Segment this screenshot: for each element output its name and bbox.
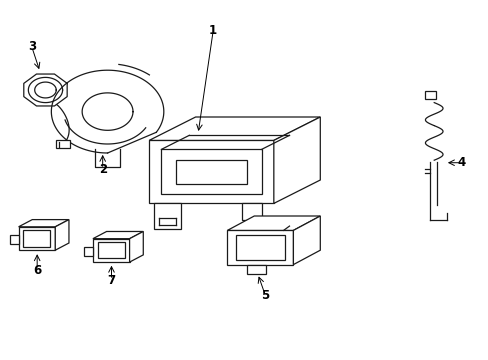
Polygon shape [149, 117, 320, 140]
Text: 4: 4 [457, 156, 465, 169]
Polygon shape [247, 265, 265, 274]
Polygon shape [93, 231, 143, 239]
Polygon shape [273, 117, 320, 203]
Polygon shape [242, 203, 261, 220]
Polygon shape [425, 91, 435, 99]
Polygon shape [154, 203, 181, 229]
Polygon shape [129, 231, 143, 262]
Polygon shape [227, 230, 293, 265]
Polygon shape [227, 216, 320, 230]
Polygon shape [10, 235, 19, 244]
Text: 5: 5 [261, 289, 269, 302]
Polygon shape [55, 220, 69, 250]
Text: 6: 6 [33, 264, 41, 276]
Polygon shape [19, 220, 69, 227]
Polygon shape [93, 239, 129, 262]
Text: 2: 2 [99, 163, 106, 176]
Polygon shape [19, 227, 55, 250]
Text: 1: 1 [209, 24, 217, 37]
Polygon shape [149, 140, 273, 203]
Polygon shape [293, 216, 320, 265]
Text: 7: 7 [107, 274, 115, 287]
Text: 3: 3 [28, 40, 36, 53]
Polygon shape [56, 140, 70, 148]
Polygon shape [84, 247, 93, 256]
